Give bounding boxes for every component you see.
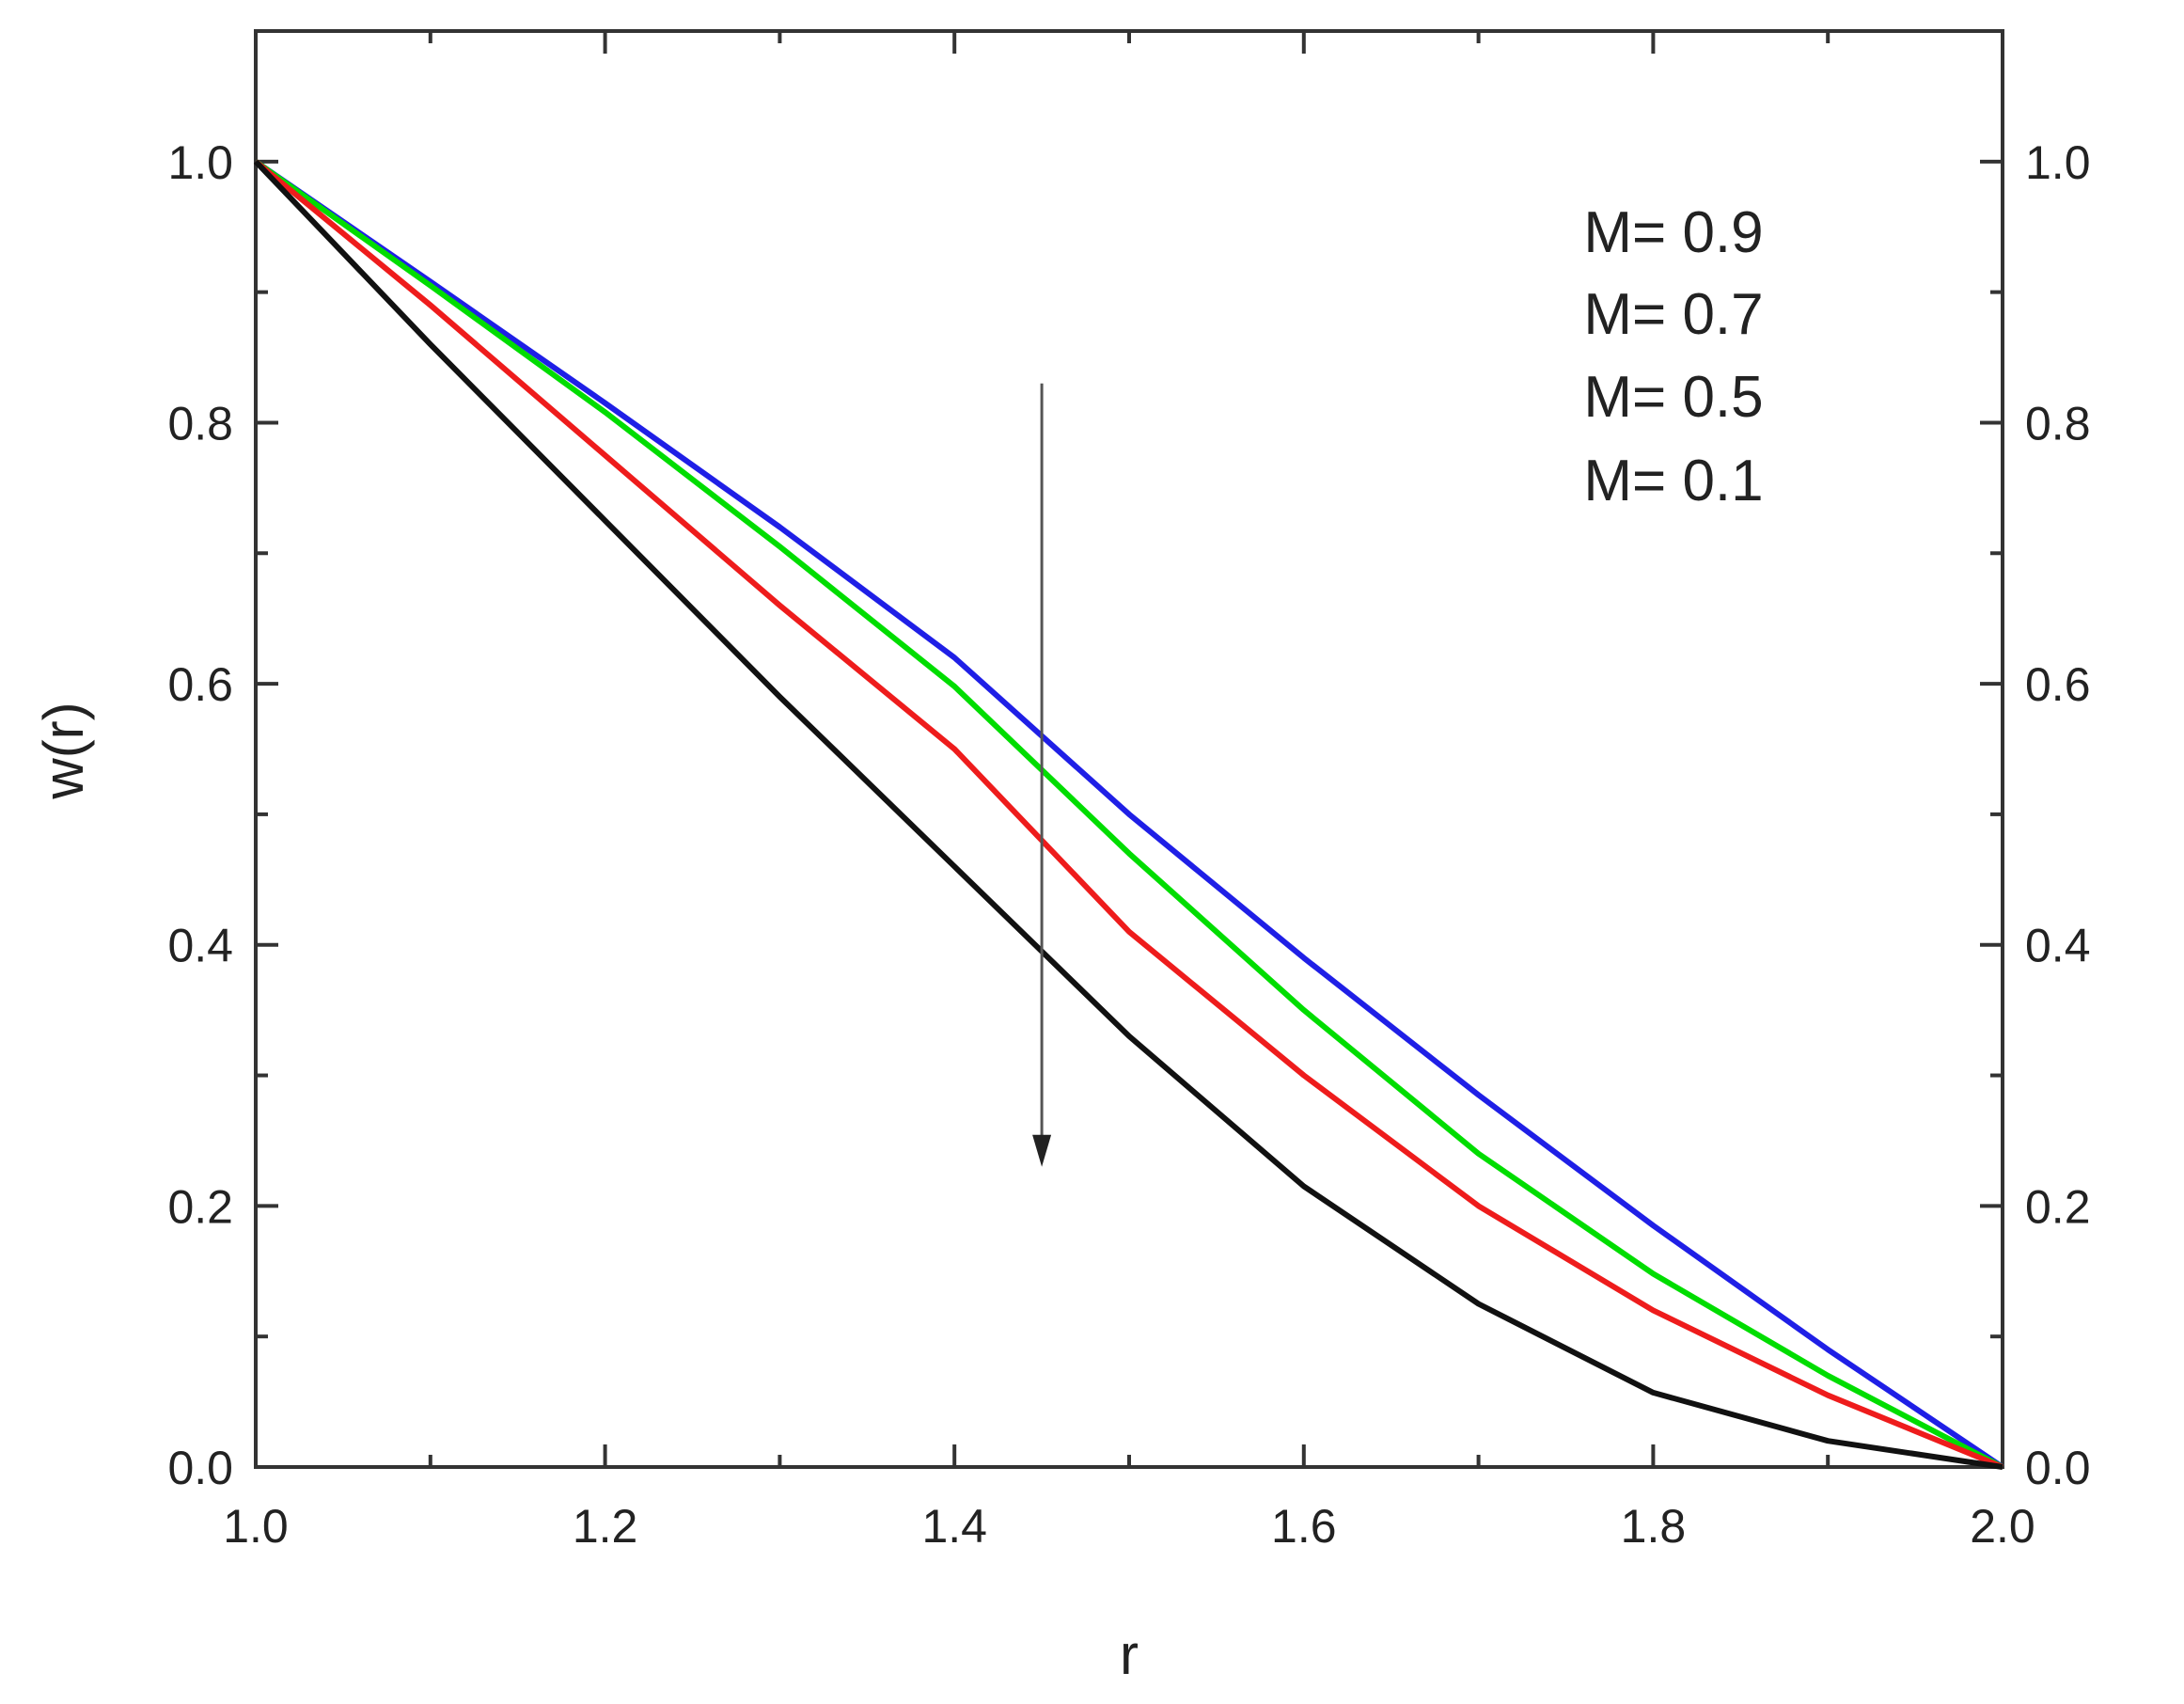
y-tick-label: 0.4 [167,920,233,972]
x-tick-label: 1.6 [1271,1500,1337,1553]
trend-arrow [1032,383,1052,1167]
y-tick-label-right: 0.6 [2025,658,2091,711]
y-tick-label-right: 0.0 [2025,1442,2091,1494]
series-line-4 [253,159,2003,1470]
y-tick-label: 1.0 [167,136,233,189]
y-tick-label-right: 0.8 [2025,397,2091,450]
y-tick-label: 0.8 [167,397,233,450]
series-lines [253,159,2004,1470]
y-tick-label: 0.0 [167,1442,233,1494]
x-tick-label: 1.0 [223,1500,289,1553]
y-tick-label-right: 1.0 [2025,136,2091,189]
y-tick-labels-right: 0.0 0.2 0.4 0.6 0.8 1.0 [2025,136,2091,1494]
y-tick-label-right: 0.2 [2025,1180,2091,1233]
arrow-head [1032,1134,1052,1167]
y-tick-labels: 0.0 0.2 0.4 0.6 0.8 1.0 [167,136,233,1494]
legend: M= 0.9 M= 0.7 M= 0.5 M= 0.1 [1583,200,1763,513]
x-tick-labels: 1.0 1.2 1.4 1.6 1.8 2.0 [223,1500,2035,1553]
legend-entry-3: M= 0.5 [1583,365,1763,430]
y-tick-label-right: 0.4 [2025,920,2091,972]
y-tick-label: 0.2 [167,1180,233,1233]
x-tick-label: 1.4 [921,1500,987,1553]
legend-entry-2: M= 0.7 [1583,282,1763,347]
series-line-3 [254,159,2004,1470]
legend-entry-1: M= 0.9 [1583,200,1763,265]
series-line-1 [254,159,2004,1470]
x-axis-label: r [1120,1623,1139,1686]
x-tick-label: 1.2 [573,1500,638,1553]
series-line-2 [254,159,2004,1470]
y-tick-label: 0.6 [167,658,233,711]
x-tick-label: 1.8 [1621,1500,1687,1553]
x-tick-label: 2.0 [1970,1500,2035,1553]
y-axis-label: w(r) [32,702,95,799]
legend-entry-4: M= 0.1 [1583,449,1763,513]
